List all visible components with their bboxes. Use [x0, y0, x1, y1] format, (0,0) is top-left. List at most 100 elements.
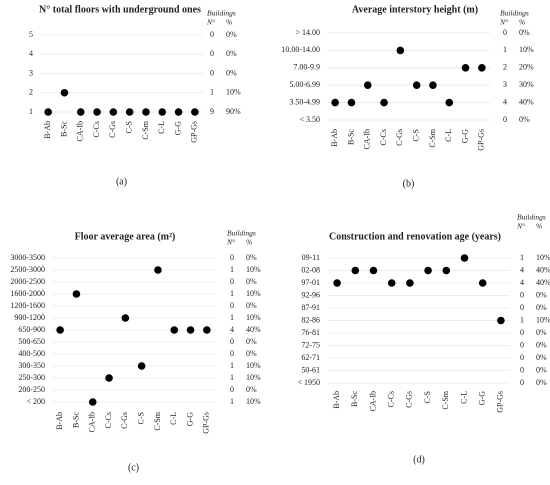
share: 0% [246, 277, 257, 286]
dot [351, 266, 360, 275]
dot [445, 98, 454, 107]
count: 0 [210, 30, 214, 39]
dot [121, 314, 130, 322]
caption: (b) [403, 178, 415, 189]
y-tick-label: 72-75 [301, 340, 320, 349]
dot [363, 81, 372, 89]
x-tick-label: GP-Gs [202, 412, 211, 434]
dot [142, 108, 150, 116]
dot [460, 254, 469, 262]
x-tick-label: C-L [169, 412, 178, 425]
count: 4 [520, 278, 524, 287]
share: 10% [536, 315, 550, 324]
count: 2 [503, 63, 507, 72]
share: 0% [246, 301, 257, 310]
dot [154, 266, 162, 274]
count: 1 [230, 313, 234, 322]
share: 40% [246, 325, 261, 334]
share: 10% [246, 397, 261, 406]
y-tick-label: 200-250 [18, 385, 45, 394]
share: 10% [246, 313, 261, 322]
count: 0 [503, 28, 507, 37]
x-tick-label: G-G [478, 391, 487, 405]
y-tick-label: < 3.50 [299, 115, 320, 124]
x-tick-label: C-L [459, 391, 468, 404]
dot [406, 279, 414, 287]
share: 0% [536, 328, 547, 337]
share: 10% [246, 289, 261, 298]
dot [170, 326, 179, 334]
y-tick-label: 3 [29, 68, 33, 77]
y-tick-label: 5.00-6.99 [289, 80, 320, 89]
x-tick-label: C-S [124, 121, 133, 133]
dot [461, 64, 470, 72]
chart-title: N° total floors with underground ones [39, 4, 201, 15]
dot [72, 290, 81, 298]
count: 1 [230, 289, 234, 298]
x-tick-label: C-L [444, 129, 453, 142]
x-tick-label: GP-Gs [190, 121, 199, 143]
dot [44, 108, 52, 116]
y-tick-label: 50-61 [301, 365, 320, 374]
table-header: N° [499, 18, 508, 27]
count: 1 [503, 45, 507, 54]
count: 0 [210, 49, 214, 58]
dot [387, 279, 396, 287]
share: 0% [536, 353, 547, 362]
caption: (d) [413, 454, 425, 465]
share: 0% [226, 49, 237, 58]
y-tick-label: 3.50-4.99 [289, 97, 320, 106]
share: 0% [226, 68, 237, 77]
y-tick-label: 09-11 [302, 253, 320, 262]
share: 0% [246, 349, 257, 358]
x-tick-label: C-Gs [120, 412, 129, 429]
y-tick-label: < 200 [26, 397, 45, 406]
x-tick-label: G-G [185, 412, 194, 426]
dot [497, 316, 505, 325]
dot [203, 326, 211, 334]
dot [105, 374, 113, 382]
x-tick-label: G-G [460, 129, 469, 143]
share: 10% [246, 373, 261, 382]
count: 1 [230, 397, 234, 406]
share: 30% [519, 80, 534, 89]
count: 0 [230, 349, 234, 358]
x-tick-label: B-Ab [43, 121, 52, 139]
table-header: Buildings [207, 9, 236, 18]
count: 9 [210, 107, 214, 116]
count: 0 [520, 340, 524, 349]
y-tick-label: 62-71 [301, 353, 320, 362]
count: 0 [230, 253, 234, 262]
x-tick-label: B-Sc [71, 412, 80, 428]
table-header: Buildings [227, 229, 256, 238]
dot [88, 398, 97, 406]
share: 10% [246, 265, 261, 274]
x-tick-label: GP-Gs [496, 391, 505, 413]
share: 0% [226, 30, 237, 39]
dot [412, 81, 421, 89]
count: 0 [230, 277, 234, 286]
dot [109, 108, 118, 116]
dot [333, 279, 341, 287]
x-tick-label: C-Cs [379, 129, 388, 145]
share: 0% [519, 28, 530, 37]
count: 0 [230, 385, 234, 394]
x-tick-label: GP-Gs [477, 129, 486, 151]
y-tick-label: 1 [29, 107, 33, 116]
x-tick-label: CA-Ib [363, 129, 372, 149]
x-tick-label: B-Sc [346, 129, 355, 145]
share: 10% [519, 45, 534, 54]
count: 4 [230, 325, 234, 334]
y-tick-label: 4 [29, 49, 33, 58]
count: 0 [520, 303, 524, 312]
x-tick-label: C-Cs [104, 412, 113, 428]
y-tick-label: 2 [29, 88, 33, 97]
caption: (a) [116, 176, 127, 187]
count: 1 [230, 265, 234, 274]
y-tick-label: 97-01 [301, 278, 320, 287]
x-tick-label: G-G [173, 121, 182, 135]
y-tick-label: 900-1200 [14, 313, 45, 322]
count: 1 [230, 373, 234, 382]
share: 0% [519, 115, 530, 124]
